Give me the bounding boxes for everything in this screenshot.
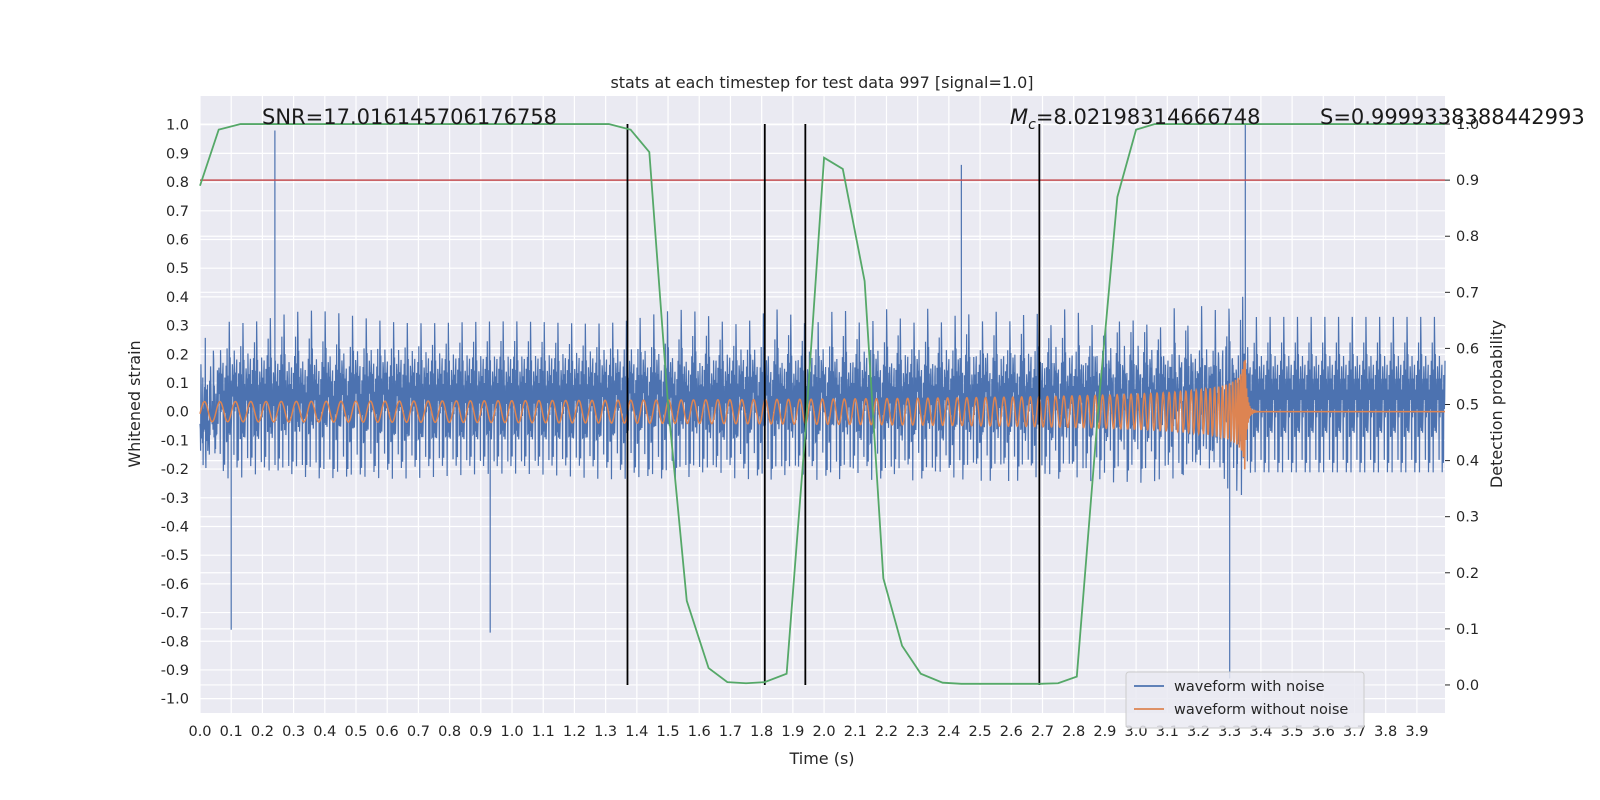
y-tick-label: 0.8: [166, 175, 189, 191]
plot-area: [199, 123, 1446, 685]
y-tick-labels: 1.0 0.9 0.8 0.7 0.6 0.5 0.4 0.3 0.2 0.1 0.0 -0.1 -0.…: [161, 118, 189, 708]
y-tick-label: -0.9: [161, 663, 189, 679]
y-tick-label: -0.2: [161, 462, 189, 478]
y-tick-label: -0.1: [161, 433, 189, 449]
mc-subscript: c: [1028, 117, 1036, 133]
vertical-markers: [626, 124, 1041, 685]
y2-tick-label: 0.0: [1456, 678, 1479, 694]
x-tick-label: 0.4: [313, 724, 336, 740]
x-tick-label: 1.8: [750, 724, 773, 740]
x-tick-label: 1.9: [781, 724, 804, 740]
y-tick-label: 0.9: [166, 146, 189, 162]
x-tick-label: 0.3: [282, 724, 305, 740]
y-tick-label: 0.7: [166, 204, 189, 220]
series-detection-probability: [199, 123, 1445, 685]
x-tick-labels: 0.0 0.1 0.2 0.3 0.4 0.5 0.6 0.7 0.8 0.9 1.0 1.1 1.2 1…: [188, 724, 1428, 740]
x-tick-label: 2.4: [937, 724, 960, 740]
y2-tick-label: 0.9: [1456, 173, 1479, 189]
chart-title: stats at each timestep for test data 997…: [610, 73, 1033, 92]
x-tick-label: 0.7: [407, 724, 430, 740]
y-tick-label: -0.3: [161, 491, 189, 507]
y2-axis-label: Detection probability: [1487, 320, 1506, 488]
x-tick-label: 2.5: [969, 724, 992, 740]
y-tick-label: -0.6: [161, 577, 189, 593]
x-tick-label: 2.8: [1062, 724, 1085, 740]
y2-tick-label: 0.6: [1456, 341, 1479, 357]
grid-y: [200, 124, 1445, 700]
y-tick-label: 0.1: [166, 376, 189, 392]
x-tick-label: 0.9: [469, 724, 492, 740]
y-tick-label: 1.0: [166, 118, 189, 134]
x-tick-label: 1.1: [532, 724, 555, 740]
x-tick-label: 0.5: [344, 724, 367, 740]
legend: waveform with noise waveform without noi…: [1125, 671, 1365, 729]
x-tick-label: 0.2: [251, 724, 274, 740]
x-tick-label: 1.0: [500, 724, 523, 740]
snr-annotation: SNR=17.016145706176758: [262, 105, 557, 129]
x-tick-label: 2.9: [1093, 724, 1116, 740]
x-tick-label: 0.1: [220, 724, 243, 740]
y-tick-label: 0.5: [166, 261, 189, 277]
y-tick-label: -0.4: [161, 519, 189, 535]
x-tick-label: 1.4: [625, 724, 648, 740]
y-axis-label: Whitened strain: [125, 340, 144, 467]
y2-tick-label: 0.8: [1456, 229, 1479, 245]
mc-annotation: Mc=8.02198314666748: [1010, 105, 1261, 133]
y2-tick-labels: 1.0 0.9 0.8 0.7 0.6 0.5 0.4 0.3 0.2 0.1 0.0: [1456, 117, 1479, 694]
x-tick-label: 0.6: [376, 724, 399, 740]
legend-box: [1125, 671, 1365, 729]
x-tick-label: 3.8: [1374, 724, 1397, 740]
y-tick-label: -1.0: [161, 692, 189, 708]
y-tick-label: -0.5: [161, 548, 189, 564]
x-tick-label: 1.3: [594, 724, 617, 740]
x-tick-label: 2.3: [906, 724, 929, 740]
legend-label-waveform-without-noise: waveform without noise: [1174, 702, 1348, 718]
x-tick-label: 1.7: [719, 724, 742, 740]
y2-tick-label: 0.1: [1456, 622, 1479, 638]
y2-tick-label: 0.7: [1456, 285, 1479, 301]
x-tick-label: 3.9: [1405, 724, 1428, 740]
x-tick-label: 2.2: [875, 724, 898, 740]
y-tick-label: 0.2: [166, 347, 189, 363]
y-tick-label: 0.4: [166, 290, 189, 306]
y2-tick-label: 0.5: [1456, 398, 1479, 414]
x-tick-label: 1.2: [563, 724, 586, 740]
x-tick-label: 0.0: [188, 724, 211, 740]
mc-symbol: M: [1010, 105, 1028, 129]
x-tick-label: 0.8: [438, 724, 461, 740]
mc-value: =8.02198314666748: [1036, 105, 1261, 129]
x-tick-label: 1.5: [657, 724, 680, 740]
series-waveform-without-noise: [199, 359, 1445, 470]
x-tick-label: 2.1: [844, 724, 867, 740]
x-tick-label: 1.6: [688, 724, 711, 740]
y2-tick-label: 0.4: [1456, 454, 1479, 470]
y2-tick-label: 1.0: [1456, 117, 1479, 133]
x-tick-label: 2.6: [1000, 724, 1023, 740]
y-tick-label: -0.8: [161, 634, 189, 650]
x-axis-label: Time (s): [788, 749, 854, 768]
x-tick-label: 2.0: [813, 724, 836, 740]
y-tick-label: -0.7: [161, 606, 189, 622]
y2-tick-label: 0.2: [1456, 566, 1479, 582]
y-tick-label: 0.0: [166, 405, 189, 421]
series-waveform-with-noise: [199, 124, 1446, 679]
x-tick-label: 2.7: [1031, 724, 1054, 740]
legend-label-waveform-with-noise: waveform with noise: [1174, 679, 1325, 695]
s-annotation: S=0.9999338388442993: [1320, 105, 1585, 129]
y-tick-label: 0.6: [166, 232, 189, 248]
y2-tick-label: 0.3: [1456, 510, 1479, 526]
y-tick-label: 0.3: [166, 319, 189, 335]
